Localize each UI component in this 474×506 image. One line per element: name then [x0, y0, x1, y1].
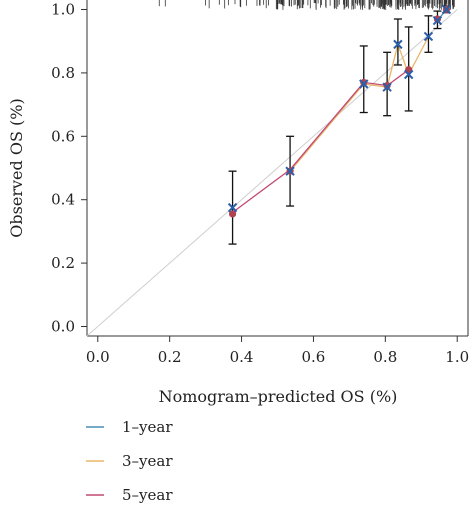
reference-diagonal [97, 9, 458, 327]
y-axis: 0.0 0.2 0.4 0.6 0.8 1.0 [51, 1, 87, 335]
legend-label: 1–year [122, 418, 173, 436]
y-axis-title: Observed OS (%) [7, 98, 26, 237]
x-axis: 0.0 0.2 0.4 0.6 0.8 1.0 [86, 336, 469, 366]
x-tick-label: 1.0 [445, 348, 469, 366]
reference-line-group [86, 9, 458, 337]
legend-label: 3–year [122, 452, 173, 470]
cross-marker [423, 31, 434, 42]
reference-diagonal-extension [86, 326, 99, 337]
x-tick-label: 0.8 [373, 348, 397, 366]
cross-marker [393, 39, 403, 50]
x-tick-label: 0.6 [302, 348, 326, 366]
observed-dot [433, 15, 442, 23]
observed-dot [383, 81, 391, 90]
rug-marks [158, 0, 455, 10]
observed-dot [228, 210, 237, 218]
observed-dot [360, 78, 368, 87]
y-tick-label: 0.2 [51, 254, 75, 272]
cross-marker [441, 4, 452, 15]
x-tick-label: 0.4 [230, 348, 254, 366]
cross-marker [359, 79, 369, 89]
cross-marker [382, 82, 392, 92]
cross-marker [403, 69, 414, 80]
x-tick-label: 0.0 [86, 348, 110, 366]
cross-marker [432, 15, 443, 26]
series-lines [232, 9, 447, 213]
error-bars [228, 5, 451, 245]
cross-marker [227, 202, 238, 213]
cross-marker [285, 166, 295, 176]
legend-label: 5–year [122, 486, 173, 504]
plot-area [86, 0, 469, 337]
y-tick-label: 0.8 [51, 64, 75, 82]
y-tick-label: 0.6 [51, 127, 75, 145]
y-tick-label: 1.0 [51, 1, 75, 19]
legend: 1–year 3–year 5–year [86, 418, 173, 504]
markers [227, 4, 452, 218]
y-tick-label: 0.4 [51, 191, 75, 209]
series-line-3year [289, 36, 430, 172]
y-tick-label: 0.0 [51, 317, 75, 335]
x-axis-title: Nomogram–predicted OS (%) [159, 387, 398, 406]
series-line-5year [232, 69, 410, 213]
x-tick-label: 0.2 [158, 348, 182, 366]
